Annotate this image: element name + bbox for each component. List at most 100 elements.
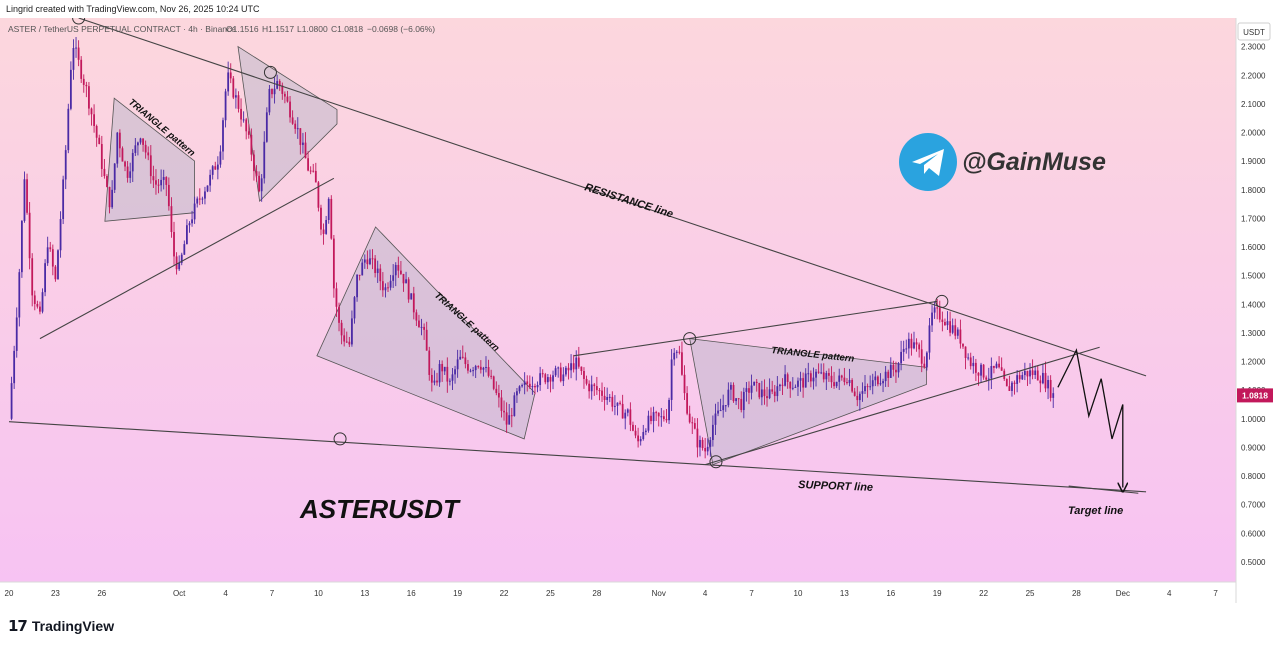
candle-body — [180, 254, 183, 263]
candle-body — [1029, 370, 1031, 377]
candle-body — [366, 259, 369, 265]
candle-body — [933, 307, 936, 313]
x-tick-label: 19 — [933, 589, 942, 598]
candle-body — [709, 440, 712, 447]
candle-body — [353, 297, 356, 319]
candle-body — [281, 85, 284, 94]
candle-body — [394, 264, 397, 276]
candle-body — [776, 386, 779, 397]
telegram-handle: @GainMuse — [962, 148, 1106, 176]
candle-body — [423, 326, 426, 330]
candle-body — [951, 325, 954, 333]
price-axis[interactable]: 2.3000 2.2000 2.1000 2.0000 1.9000 1.8000 1.70… — [1241, 43, 1266, 567]
candle-body — [753, 381, 756, 386]
candle-body — [500, 397, 503, 411]
x-tick-label: 4 — [1167, 589, 1172, 598]
candle-body — [224, 91, 227, 121]
candle-body — [840, 375, 843, 378]
chart-canvas[interactable]: 2.3000 2.2000 2.1000 2.0000 1.9000 1.8000 1.70… — [0, 18, 1280, 603]
candle-body — [637, 435, 640, 442]
time-axis[interactable]: 20 23 26 Oct 4 7 10 13 16 19 22 25 28 Nov 4 7 10 13 16 19 22… — [5, 589, 1219, 598]
candle-body — [647, 415, 650, 431]
candle-body — [456, 359, 459, 370]
candle-body — [546, 377, 549, 383]
candle-body — [363, 259, 366, 263]
candle-body — [588, 383, 591, 392]
candle-body — [972, 362, 975, 367]
candle-body — [108, 186, 111, 208]
candle-body — [268, 88, 271, 113]
candle-body — [882, 381, 884, 384]
candle-body — [271, 88, 273, 95]
x-tick-label: 19 — [453, 589, 462, 598]
candle-body — [247, 131, 250, 135]
candle-body — [374, 258, 377, 274]
y-tick-label: 0.9000 — [1241, 443, 1266, 452]
x-tick-label: 22 — [979, 589, 988, 598]
last-price-tag — [1237, 388, 1273, 403]
candle-body — [848, 379, 851, 384]
candle-body — [861, 391, 864, 394]
candle-body — [936, 307, 939, 309]
candle-body — [10, 383, 13, 419]
x-tick-label: 13 — [840, 589, 849, 598]
candle-body — [835, 381, 838, 387]
candle-body — [505, 412, 508, 425]
candle-body — [234, 95, 237, 98]
candle-body — [464, 357, 467, 365]
candle-body — [673, 352, 676, 360]
candle-body — [497, 392, 500, 398]
candle-body — [59, 219, 62, 251]
candle-body — [325, 219, 328, 234]
x-tick-label: 20 — [5, 589, 14, 598]
candle-body — [487, 367, 490, 376]
candle-body — [730, 384, 732, 390]
candle-body — [711, 424, 714, 441]
candle-body — [13, 350, 16, 384]
pivot-markers — [72, 18, 949, 469]
candle-body — [1034, 370, 1037, 376]
x-tick-label: 4 — [703, 589, 708, 598]
candle-body — [304, 142, 307, 159]
tradingview-logo[interactable]: 17 TradingView — [8, 617, 114, 635]
candle-body — [809, 373, 812, 382]
candle-body — [263, 141, 266, 179]
candle-body — [85, 84, 88, 87]
candle-body — [75, 47, 77, 49]
candle-body — [668, 399, 670, 421]
candle-body — [1052, 393, 1055, 398]
candle-body — [510, 415, 513, 417]
candle-body — [490, 375, 493, 377]
candle-body — [1039, 380, 1042, 384]
candle-body — [322, 229, 325, 234]
candle-body — [448, 380, 451, 382]
candle-body — [211, 166, 214, 175]
candle-body — [760, 389, 763, 398]
candle-body — [451, 374, 454, 381]
candle-body — [186, 225, 188, 245]
candle-body — [889, 364, 892, 378]
candle-body — [495, 388, 498, 393]
candle-body — [727, 389, 730, 406]
candle-body — [485, 367, 487, 369]
candle-body — [534, 386, 536, 388]
candle-body — [54, 266, 57, 280]
candle-body — [828, 373, 830, 376]
candle-body — [900, 351, 903, 364]
candle-body — [683, 374, 686, 394]
y-tick-label: 1.6000 — [1241, 243, 1266, 252]
candle-body — [815, 371, 817, 378]
candle-body — [402, 273, 405, 284]
x-tick-label: 28 — [1072, 589, 1081, 598]
x-tick-label: 16 — [407, 589, 416, 598]
candle-body — [706, 446, 709, 452]
candle-body — [165, 177, 168, 185]
candle-body — [1008, 386, 1011, 391]
trendline — [39, 177, 335, 340]
candle-body — [387, 287, 389, 289]
candle-body — [255, 171, 258, 176]
ohlc-change: −0.0698 (−6.06%) — [367, 24, 435, 34]
candle-body — [361, 262, 364, 276]
plot-background — [0, 18, 1236, 582]
candle-body — [376, 268, 379, 274]
